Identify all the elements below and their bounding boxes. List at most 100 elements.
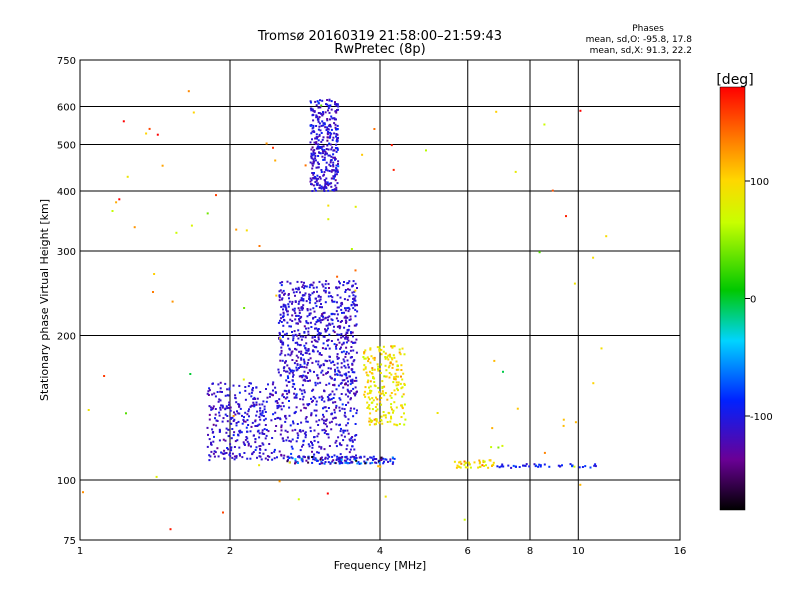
data-point bbox=[307, 443, 310, 446]
data-point bbox=[304, 352, 307, 354]
data-point bbox=[562, 418, 565, 421]
data-point bbox=[514, 170, 517, 173]
data-point bbox=[342, 439, 345, 442]
data-point bbox=[324, 330, 327, 332]
data-point bbox=[243, 452, 246, 454]
data-point bbox=[219, 387, 222, 390]
data-point bbox=[368, 407, 371, 410]
data-point bbox=[309, 426, 312, 429]
data-point bbox=[343, 459, 346, 462]
data-point bbox=[332, 397, 335, 399]
data-point bbox=[395, 368, 398, 371]
data-point bbox=[364, 367, 367, 370]
data-point bbox=[460, 462, 463, 465]
data-point bbox=[325, 347, 327, 350]
data-point bbox=[323, 400, 326, 403]
data-point bbox=[375, 420, 378, 423]
data-point bbox=[306, 315, 309, 318]
data-point bbox=[315, 143, 318, 145]
data-point bbox=[333, 188, 336, 191]
data-point bbox=[296, 280, 299, 283]
data-point bbox=[305, 321, 308, 324]
data-point bbox=[370, 421, 373, 423]
data-point bbox=[342, 429, 345, 432]
data-point bbox=[228, 401, 231, 404]
data-point bbox=[237, 420, 240, 423]
data-point bbox=[373, 423, 376, 426]
data-point bbox=[313, 439, 316, 442]
data-point bbox=[326, 99, 329, 101]
data-point bbox=[302, 335, 305, 338]
y-tick-label: 600 bbox=[57, 103, 76, 114]
data-point bbox=[238, 431, 241, 434]
data-point bbox=[346, 298, 349, 301]
data-point bbox=[332, 117, 335, 120]
data-point bbox=[315, 141, 318, 144]
data-point bbox=[321, 99, 324, 102]
data-point bbox=[388, 376, 391, 379]
data-point bbox=[339, 296, 342, 299]
data-point bbox=[335, 168, 338, 171]
data-point bbox=[295, 334, 298, 337]
data-point bbox=[259, 445, 262, 447]
data-point bbox=[314, 336, 316, 338]
data-point bbox=[337, 319, 340, 322]
data-point bbox=[390, 373, 393, 376]
data-point bbox=[378, 348, 381, 351]
data-point bbox=[245, 436, 248, 438]
data-point bbox=[395, 384, 398, 387]
data-point bbox=[291, 385, 294, 388]
data-point bbox=[318, 396, 321, 399]
data-point bbox=[261, 432, 264, 435]
data-point bbox=[326, 360, 328, 363]
data-point bbox=[366, 407, 369, 409]
data-point bbox=[314, 457, 317, 460]
data-point bbox=[337, 165, 340, 168]
data-point bbox=[364, 349, 367, 352]
data-point bbox=[208, 459, 211, 462]
data-point bbox=[348, 280, 351, 283]
data-point bbox=[262, 443, 265, 446]
data-point bbox=[330, 420, 333, 423]
data-point bbox=[371, 461, 374, 464]
data-point bbox=[254, 449, 257, 451]
data-point bbox=[344, 383, 346, 386]
data-point bbox=[326, 344, 329, 347]
data-point bbox=[261, 403, 264, 406]
data-point bbox=[301, 376, 304, 379]
data-point bbox=[233, 411, 235, 414]
data-point bbox=[307, 327, 310, 330]
data-point bbox=[489, 459, 492, 462]
data-point bbox=[258, 416, 261, 418]
data-point bbox=[344, 461, 347, 464]
data-point bbox=[300, 357, 303, 360]
data-point bbox=[282, 335, 284, 338]
data-point bbox=[341, 407, 344, 410]
data-point bbox=[368, 386, 370, 389]
data-point bbox=[390, 144, 393, 147]
data-point bbox=[354, 299, 357, 302]
data-point bbox=[282, 305, 285, 308]
data-point bbox=[283, 318, 285, 321]
data-point bbox=[227, 435, 230, 438]
data-point bbox=[395, 360, 398, 363]
data-point bbox=[312, 153, 315, 156]
data-point bbox=[242, 418, 245, 421]
y-tick-label: 400 bbox=[57, 187, 76, 198]
data-point bbox=[262, 452, 265, 455]
data-point bbox=[262, 415, 265, 417]
data-point bbox=[265, 142, 268, 145]
data-point bbox=[226, 447, 229, 449]
data-point bbox=[212, 440, 215, 443]
data-point bbox=[212, 382, 214, 385]
data-point bbox=[380, 397, 383, 399]
data-point bbox=[349, 318, 352, 321]
data-point bbox=[373, 128, 376, 130]
data-point bbox=[312, 317, 314, 320]
data-point bbox=[317, 163, 320, 165]
data-point bbox=[187, 90, 190, 93]
data-point bbox=[322, 335, 325, 338]
data-point bbox=[321, 138, 324, 141]
data-point bbox=[225, 431, 228, 434]
